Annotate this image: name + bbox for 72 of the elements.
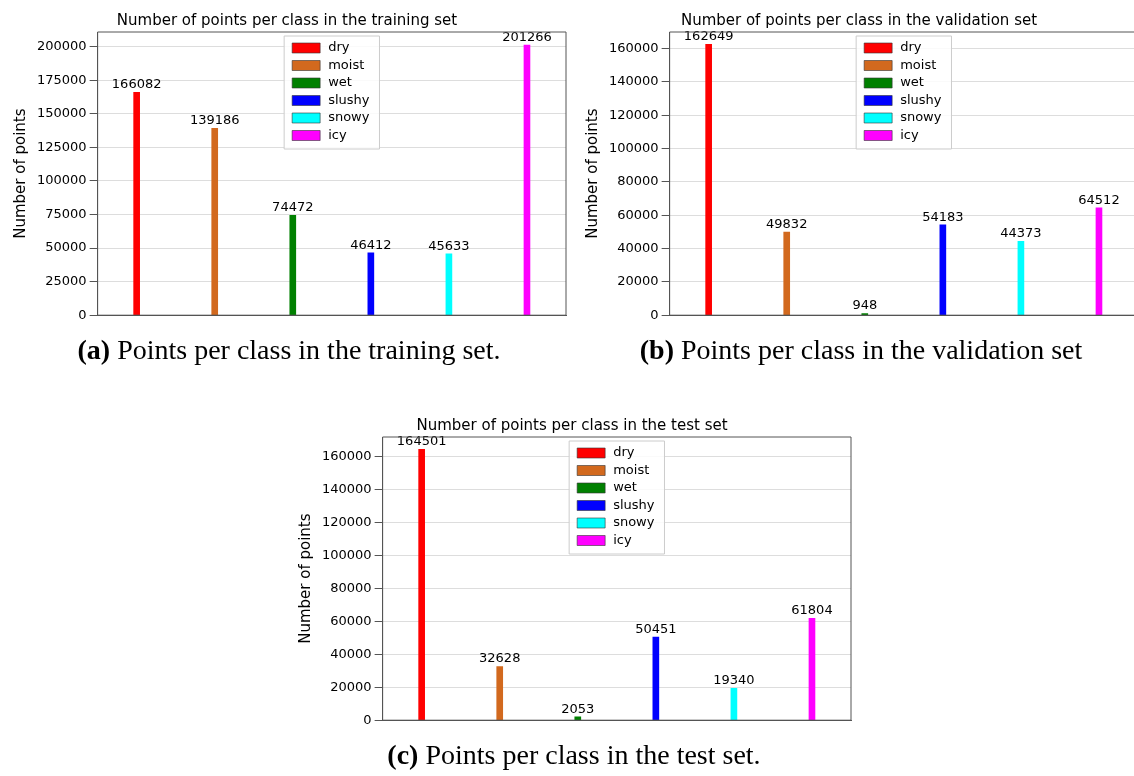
data-label: 166082 bbox=[111, 76, 162, 92]
legend-label: snowy bbox=[328, 109, 370, 125]
chart-title: Number of points per class in the training set bbox=[116, 10, 458, 29]
data-label: 139186 bbox=[189, 112, 240, 128]
legend-label: wet bbox=[900, 74, 924, 90]
data-label: 948 bbox=[852, 297, 878, 313]
y-axis-title: Number of points bbox=[582, 108, 601, 239]
chart-title: Number of points per class in the validation set bbox=[680, 10, 1038, 29]
data-label: 61804 bbox=[791, 602, 833, 618]
y-tick-label: 20000 bbox=[330, 678, 372, 694]
legend-label: snowy bbox=[900, 109, 942, 125]
data-label: 46412 bbox=[350, 236, 392, 252]
legend-label: moist bbox=[613, 461, 650, 477]
data-label: 44373 bbox=[1000, 225, 1042, 241]
data-label: 64512 bbox=[1078, 191, 1120, 207]
y-tick-label: 0 bbox=[363, 711, 372, 727]
legend-label: slushy bbox=[900, 91, 942, 107]
y-tick-label: 150000 bbox=[36, 105, 87, 121]
y-tick-label: 50000 bbox=[45, 239, 87, 255]
legend-label: icy bbox=[613, 531, 632, 547]
text: (c) Points per class in the test set. bbox=[387, 739, 761, 770]
legend-label: dry bbox=[328, 39, 350, 55]
legend-label: wet bbox=[613, 479, 637, 495]
legend-label: snowy bbox=[613, 514, 655, 530]
legend-label: moist bbox=[328, 56, 365, 72]
legend-label: dry bbox=[613, 444, 635, 460]
y-tick-label: 120000 bbox=[608, 106, 659, 122]
y-tick-label: 140000 bbox=[321, 481, 372, 497]
data-label: 32628 bbox=[479, 650, 521, 666]
y-tick-label: 100000 bbox=[36, 172, 87, 188]
y-tick-label: 60000 bbox=[617, 206, 659, 222]
text: (b) Points per class in the validation set bbox=[639, 334, 1083, 365]
data-label: 2053 bbox=[561, 700, 595, 716]
y-axis-title: Number of points bbox=[295, 513, 314, 644]
y-tick-label: 160000 bbox=[608, 40, 659, 56]
data-label: 201266 bbox=[502, 28, 552, 44]
y-tick-label: 160000 bbox=[321, 448, 372, 464]
y-tick-label: 200000 bbox=[36, 38, 87, 54]
y-tick-label: 80000 bbox=[330, 579, 372, 595]
data-label: 162649 bbox=[683, 28, 734, 44]
y-tick-label: 100000 bbox=[321, 546, 372, 562]
y-axis-title: Number of points bbox=[10, 108, 29, 239]
y-tick-label: 175000 bbox=[36, 71, 87, 87]
y-tick-label: 0 bbox=[78, 306, 87, 322]
chart-title: Number of points per class in the test set bbox=[416, 415, 728, 434]
legend-label: moist bbox=[900, 56, 937, 72]
y-tick-label: 20000 bbox=[617, 273, 659, 289]
legend-label: slushy bbox=[613, 496, 655, 512]
data-label: 45633 bbox=[428, 237, 470, 253]
text: (a) Points per class in the training set. bbox=[77, 334, 501, 365]
y-tick-label: 125000 bbox=[36, 138, 87, 154]
legend-label: wet bbox=[328, 74, 352, 90]
y-tick-label: 140000 bbox=[608, 73, 659, 89]
data-label: 164501 bbox=[396, 433, 447, 449]
data-label: 74472 bbox=[272, 199, 314, 215]
data-label: 19340 bbox=[713, 672, 755, 688]
y-tick-label: 120000 bbox=[321, 513, 372, 529]
legend-label: dry bbox=[900, 39, 922, 55]
data-label: 49832 bbox=[766, 216, 808, 232]
y-tick-label: 25000 bbox=[45, 273, 87, 289]
y-tick-label: 75000 bbox=[45, 205, 87, 221]
y-tick-label: 40000 bbox=[617, 239, 659, 255]
y-tick-label: 0 bbox=[650, 306, 659, 322]
y-tick-label: 100000 bbox=[608, 139, 659, 155]
legend-label: slushy bbox=[328, 91, 370, 107]
data-label: 54183 bbox=[922, 208, 964, 224]
data-label: 50451 bbox=[635, 621, 677, 637]
y-tick-label: 40000 bbox=[330, 645, 372, 661]
y-tick-label: 80000 bbox=[617, 173, 659, 189]
y-tick-label: 60000 bbox=[330, 612, 372, 628]
legend-label: icy bbox=[328, 126, 347, 142]
legend-label: icy bbox=[900, 126, 919, 142]
